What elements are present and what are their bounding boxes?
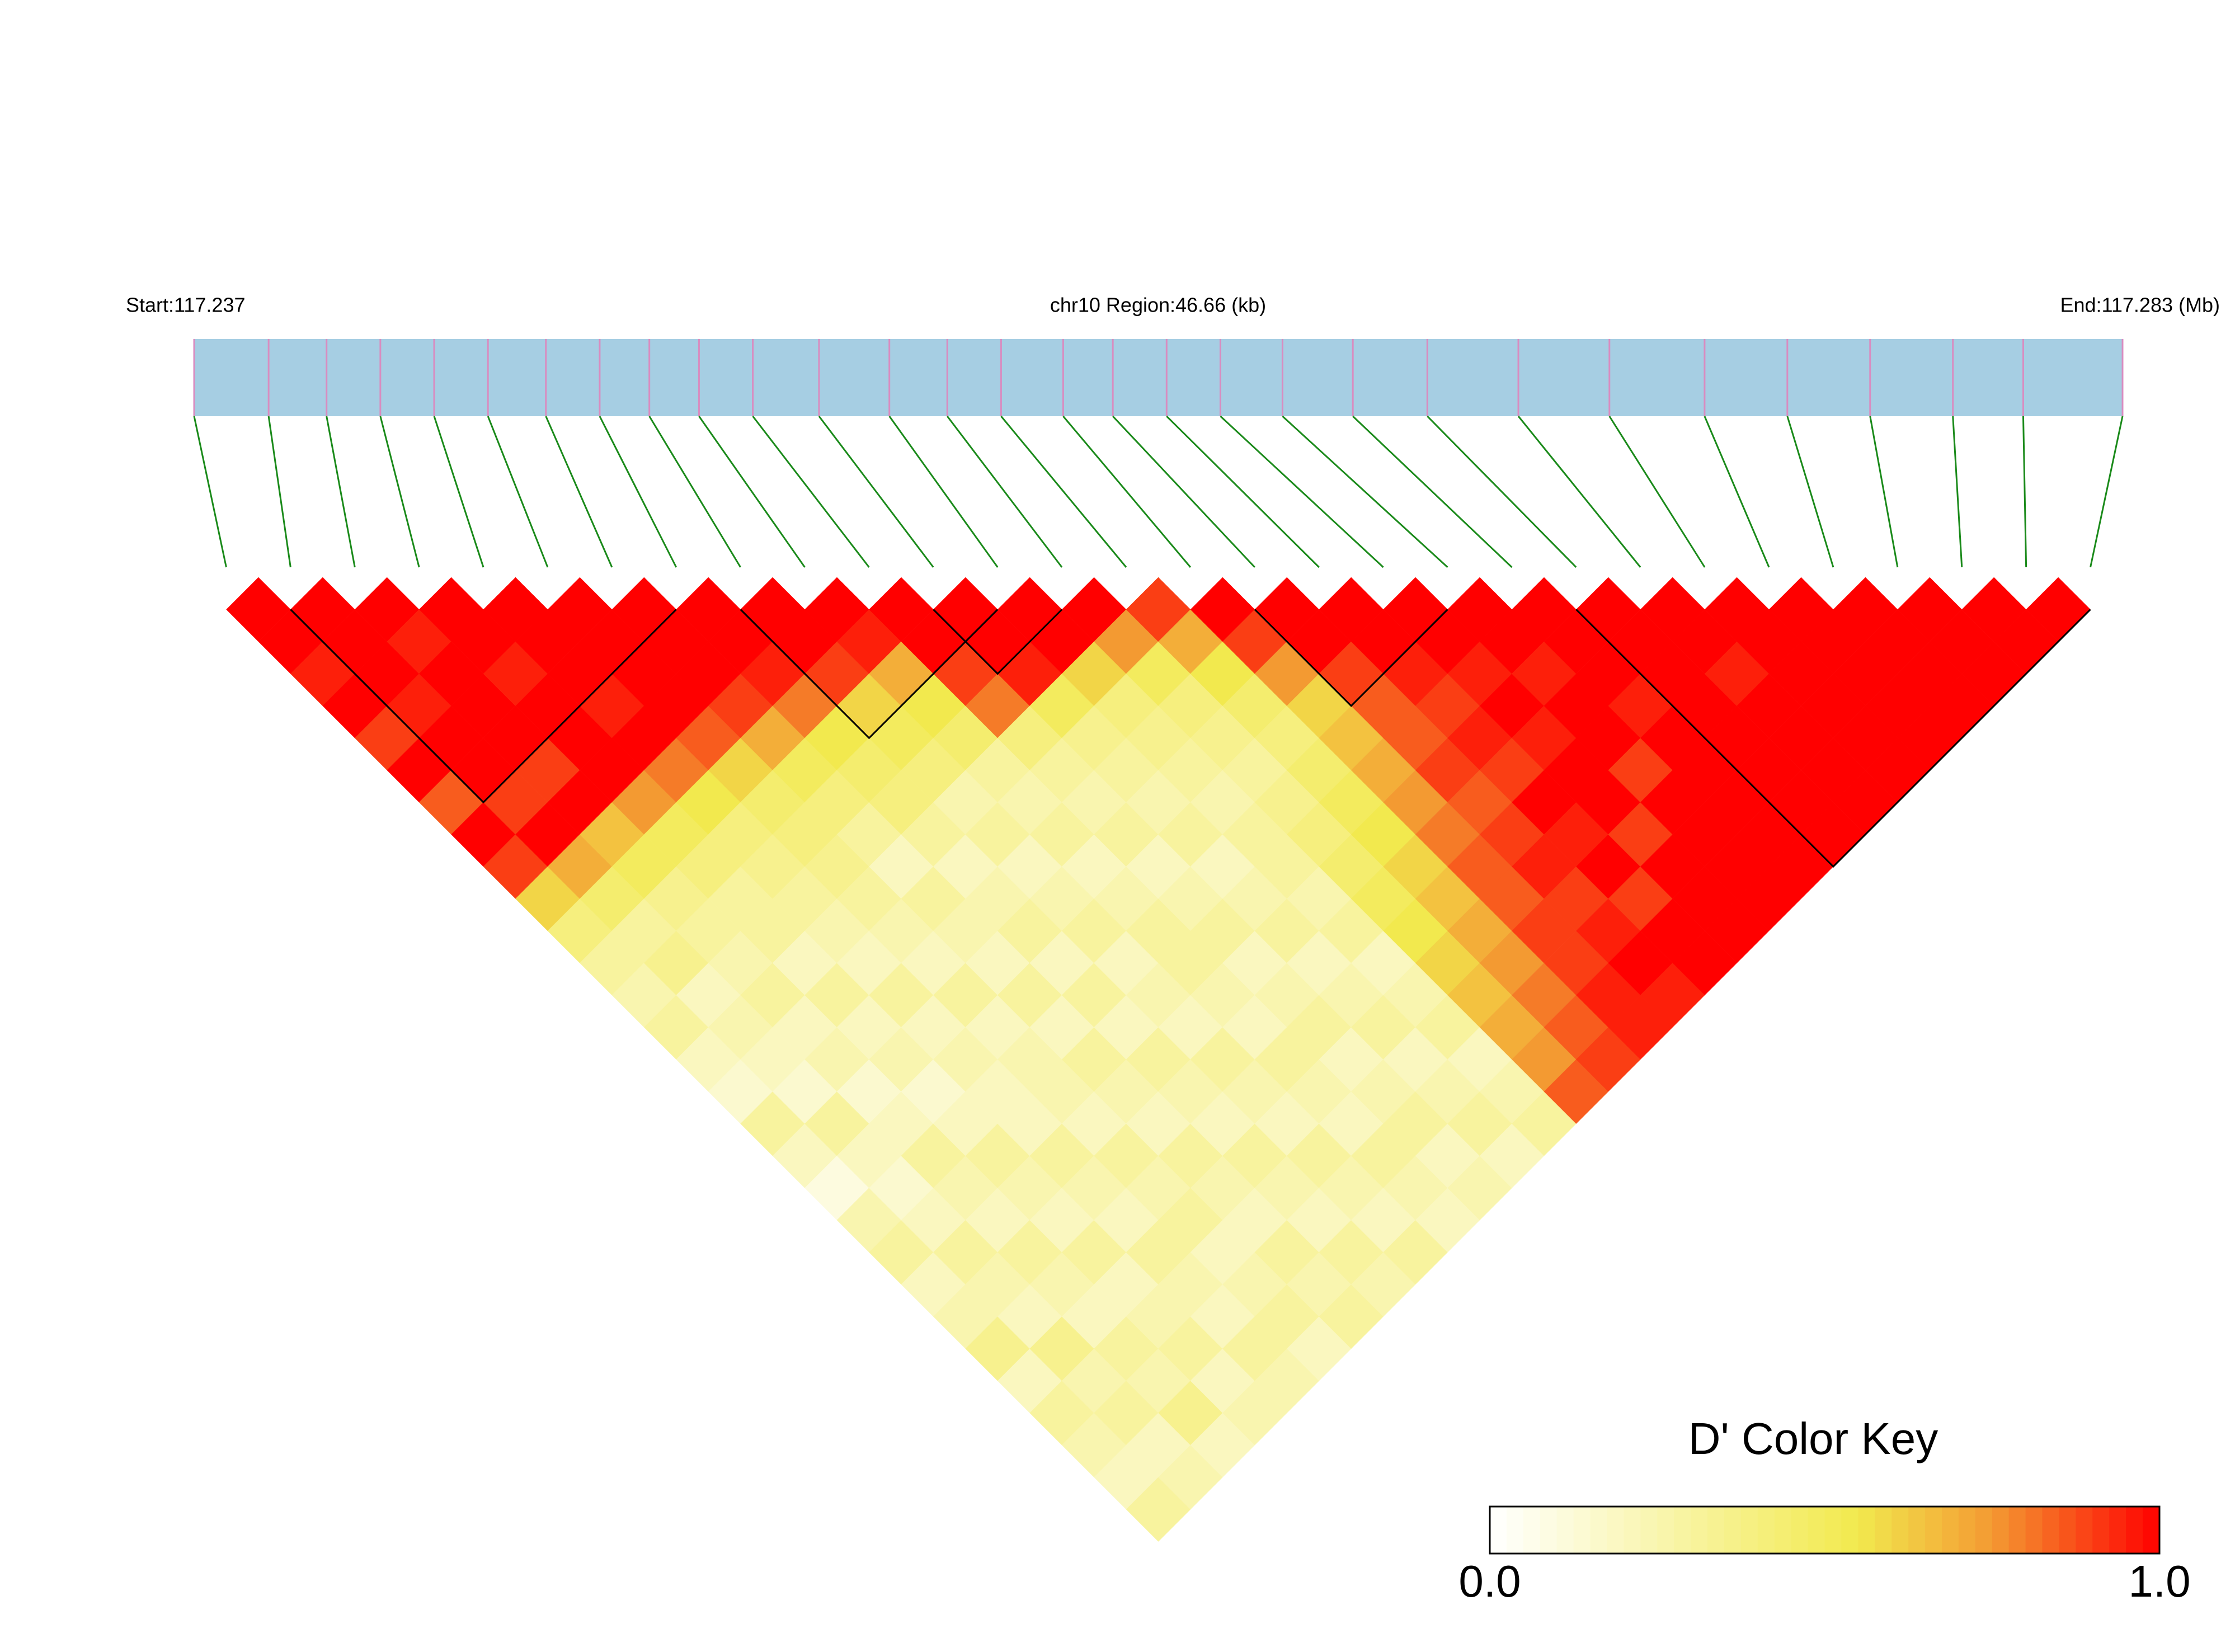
snp-connector bbox=[1427, 415, 1577, 568]
haplotype-block bbox=[1575, 609, 2091, 868]
color-key-step bbox=[1590, 1507, 1608, 1554]
snp-connector bbox=[888, 416, 999, 568]
snp-connector bbox=[947, 416, 1063, 568]
snp-connector bbox=[1608, 416, 1706, 568]
haplotype-block bbox=[290, 609, 677, 804]
color-key-step bbox=[1607, 1507, 1624, 1554]
snp-connector bbox=[1282, 415, 1448, 568]
snp-connector bbox=[379, 416, 420, 568]
color-key-step bbox=[2025, 1507, 2043, 1554]
haplotype-block bbox=[740, 609, 999, 740]
end-label: End:117.283 (Mb) bbox=[2060, 294, 2220, 317]
color-key-step bbox=[1791, 1507, 1809, 1554]
color-key-step bbox=[1707, 1507, 1725, 1554]
color-key-label: 0.0 bbox=[1458, 1556, 1521, 1606]
snp-connector bbox=[487, 416, 549, 568]
color-key-step bbox=[2143, 1507, 2160, 1554]
region-bar bbox=[194, 339, 2123, 416]
color-key-step bbox=[1556, 1507, 1574, 1554]
color-key-step bbox=[2008, 1507, 2026, 1554]
snp-connector bbox=[1704, 416, 1770, 568]
haplotype-block bbox=[933, 609, 1063, 675]
color-key-step bbox=[1573, 1507, 1591, 1554]
color-key-step bbox=[1774, 1507, 1792, 1554]
color-key-step bbox=[1824, 1507, 1842, 1554]
color-key-step bbox=[2109, 1507, 2126, 1554]
color-key-step bbox=[2076, 1507, 2093, 1554]
color-key-step bbox=[1691, 1507, 1708, 1554]
color-key-step bbox=[1908, 1507, 1926, 1554]
color-key-step bbox=[1941, 1507, 1959, 1554]
color-key-step bbox=[1640, 1507, 1658, 1554]
color-key-step bbox=[1757, 1507, 1775, 1554]
color-key-step bbox=[1925, 1507, 1942, 1554]
color-key-step bbox=[1958, 1507, 1976, 1554]
snp-connector bbox=[698, 416, 806, 568]
color-key-step bbox=[1858, 1507, 1875, 1554]
color-key-step bbox=[2126, 1507, 2143, 1554]
snp-connector bbox=[1166, 415, 1320, 568]
snp-connector bbox=[818, 416, 934, 568]
color-key-step bbox=[1624, 1507, 1641, 1554]
color-key-step bbox=[2059, 1507, 2076, 1554]
snp-connector bbox=[1869, 416, 1899, 568]
color-key-step bbox=[1740, 1507, 1758, 1554]
snp-connector bbox=[267, 416, 291, 568]
snp-connector bbox=[2022, 416, 2027, 568]
start-label: Start:117.237 bbox=[126, 294, 246, 317]
snp-connector bbox=[1786, 416, 1834, 568]
color-key-step bbox=[1891, 1507, 1909, 1554]
region-label: chr10 Region:46.66 (kb) bbox=[1050, 294, 1266, 317]
color-key-frame bbox=[1489, 1505, 2161, 1555]
color-key-step bbox=[1490, 1507, 1507, 1554]
snp-connector bbox=[326, 416, 356, 568]
colorbar-title: D' Color Key bbox=[1688, 1414, 1938, 1463]
snp-connector bbox=[1000, 416, 1127, 568]
snp-connector bbox=[1952, 416, 1963, 568]
color-key-step bbox=[1540, 1507, 1558, 1554]
snp-connector bbox=[193, 416, 227, 568]
color-key-step bbox=[1808, 1507, 1825, 1554]
snp-connector bbox=[545, 416, 613, 568]
snp-connector bbox=[1220, 415, 1384, 568]
snp-connector bbox=[2090, 416, 2124, 568]
color-key-step bbox=[1674, 1507, 1691, 1554]
snp-connector bbox=[599, 416, 677, 568]
color-key-label: 1.0 bbox=[2128, 1556, 2190, 1606]
color-key-step bbox=[1992, 1507, 2010, 1554]
snp-connector bbox=[648, 416, 741, 568]
snp-connector bbox=[1517, 416, 1641, 568]
color-key-step bbox=[1657, 1507, 1674, 1554]
color-key-step bbox=[2092, 1507, 2110, 1554]
snp-connector bbox=[1352, 415, 1513, 568]
snp-connector bbox=[1062, 416, 1192, 568]
color-key-step bbox=[1506, 1507, 1524, 1554]
haplotype-block bbox=[1254, 609, 1448, 707]
snp-connector bbox=[752, 416, 870, 568]
color-key-step bbox=[1841, 1507, 1858, 1554]
color-key-step bbox=[1523, 1507, 1541, 1554]
snp-connector bbox=[433, 416, 484, 568]
color-key-step bbox=[1975, 1507, 1993, 1554]
color-key-step bbox=[1875, 1507, 1892, 1554]
snp-connector bbox=[1112, 415, 1255, 568]
color-key-step bbox=[1724, 1507, 1742, 1554]
color-key-step bbox=[2042, 1507, 2060, 1554]
